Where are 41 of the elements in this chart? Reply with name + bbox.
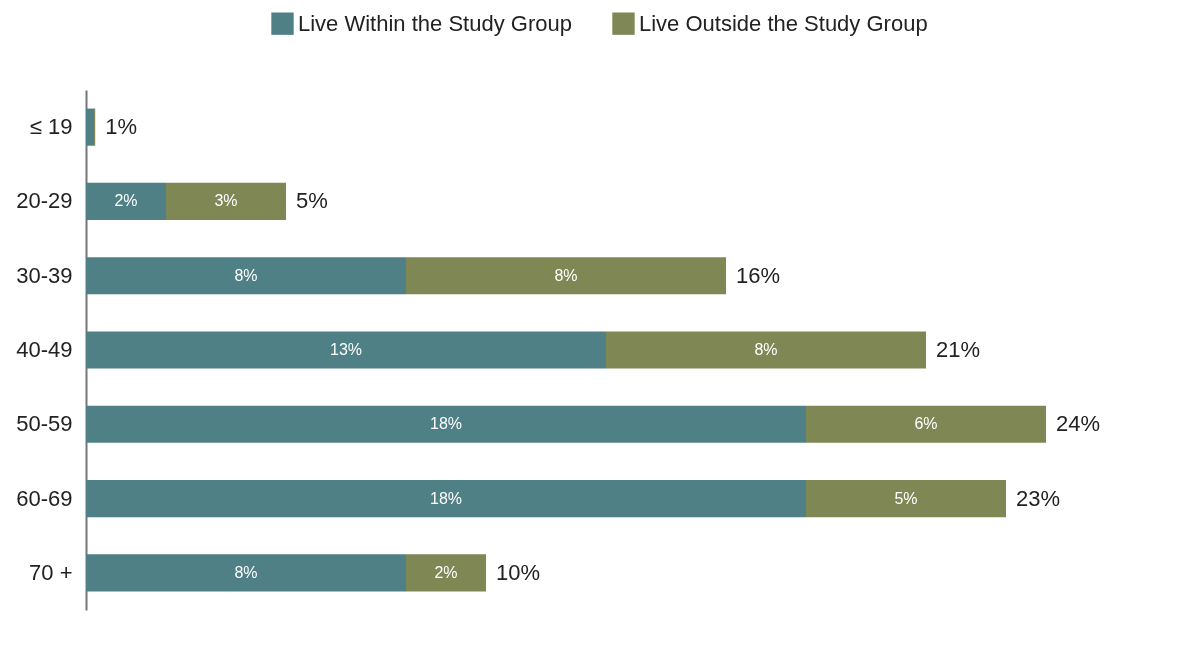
- bar: [86, 108, 94, 146]
- bar: [806, 480, 1006, 518]
- y-tick-label: 30-39: [16, 262, 73, 288]
- y-tick-label: 60-69: [16, 485, 73, 511]
- y-tick-label: ≤ 19: [29, 114, 73, 140]
- data-label: 8%: [234, 563, 258, 581]
- bar: [86, 405, 806, 443]
- data-label: 13%: [329, 341, 363, 358]
- data-label: 8%: [754, 341, 778, 358]
- bar: [406, 554, 486, 592]
- legend-label: Live Outside the Study Group: [639, 10, 928, 36]
- y-tick-label: 40-49: [16, 337, 73, 362]
- bar: [86, 257, 406, 295]
- legend-label: Live Within the Study Group: [298, 10, 572, 36]
- bar: [86, 182, 166, 220]
- total-label: 10%: [496, 559, 541, 585]
- bar: [606, 331, 926, 369]
- data-label: 2%: [434, 563, 458, 581]
- data-label: 2%: [114, 192, 138, 210]
- total-label: 5%: [296, 188, 328, 214]
- bar: [86, 331, 606, 369]
- bar: [406, 257, 726, 295]
- bar: [86, 480, 806, 518]
- data-label: 8%: [234, 266, 258, 284]
- bar: [806, 405, 1046, 443]
- y-tick-label: 70 +: [29, 559, 73, 585]
- bar: [166, 182, 286, 220]
- total-label: 16%: [736, 262, 781, 288]
- data-label: 3%: [214, 192, 238, 210]
- bar: [86, 554, 406, 592]
- data-label: 6%: [914, 415, 938, 433]
- y-tick-label: 20-29: [16, 188, 73, 214]
- data-label: 8%: [554, 266, 578, 284]
- total-label: 21%: [936, 337, 981, 362]
- y-tick-label: 50-59: [16, 411, 73, 437]
- data-label: 5%: [894, 489, 918, 507]
- data-label: 18%: [429, 415, 463, 433]
- total-label: 1%: [105, 114, 137, 140]
- data-label: 18%: [429, 489, 463, 507]
- total-label: 24%: [1056, 411, 1101, 437]
- total-label: 23%: [1016, 485, 1061, 511]
